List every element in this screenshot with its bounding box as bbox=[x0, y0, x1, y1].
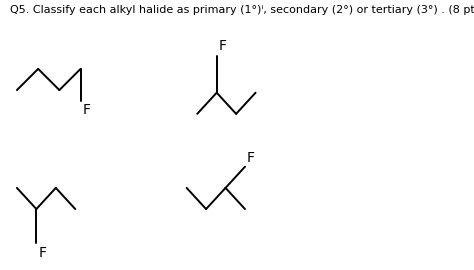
Text: F: F bbox=[38, 246, 46, 260]
Text: F: F bbox=[82, 103, 91, 117]
Text: Q5. Classify each alkyl halide as primary (1°)ⁱ, secondary (2°) or tertiary (3°): Q5. Classify each alkyl halide as primar… bbox=[10, 5, 474, 15]
Text: F: F bbox=[247, 151, 255, 166]
Text: F: F bbox=[219, 39, 227, 53]
